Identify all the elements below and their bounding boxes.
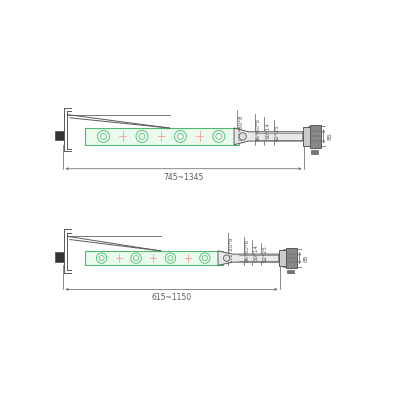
- Text: 85: 85: [327, 133, 332, 140]
- Circle shape: [223, 255, 230, 261]
- Text: 745~1345: 745~1345: [163, 173, 204, 182]
- Circle shape: [97, 253, 107, 263]
- Circle shape: [139, 134, 145, 139]
- Polygon shape: [218, 251, 279, 265]
- Circle shape: [136, 130, 148, 142]
- Text: 85: 85: [303, 254, 309, 262]
- Circle shape: [239, 133, 246, 140]
- Bar: [85, 128, 239, 145]
- Circle shape: [174, 130, 186, 142]
- Circle shape: [131, 253, 141, 263]
- Bar: [286, 248, 297, 268]
- Circle shape: [216, 134, 222, 139]
- Text: 62*25: 62*25: [262, 246, 267, 262]
- Bar: [310, 125, 321, 148]
- Bar: [287, 270, 294, 273]
- Bar: [54, 253, 64, 262]
- Circle shape: [134, 255, 139, 261]
- Text: 96*60*8: 96*60*8: [256, 118, 261, 141]
- Text: 50*14: 50*14: [253, 244, 258, 261]
- Text: 615~1150: 615~1150: [151, 293, 192, 302]
- Polygon shape: [234, 128, 303, 145]
- Circle shape: [168, 255, 173, 261]
- Text: 50*14: 50*14: [265, 122, 270, 139]
- Circle shape: [101, 134, 106, 139]
- Text: 131*80*8: 131*80*8: [228, 236, 233, 262]
- Text: 96*60*8: 96*60*8: [245, 240, 250, 262]
- Bar: [303, 127, 311, 146]
- Circle shape: [213, 130, 225, 142]
- Bar: [54, 131, 64, 140]
- Bar: [311, 150, 318, 154]
- Text: 62*25: 62*25: [275, 124, 280, 141]
- Bar: [85, 251, 223, 265]
- Bar: [279, 250, 287, 266]
- Circle shape: [165, 253, 176, 263]
- Circle shape: [177, 134, 183, 139]
- Circle shape: [202, 255, 208, 261]
- Circle shape: [97, 130, 109, 142]
- Circle shape: [200, 253, 210, 263]
- Text: 131*80*8: 131*80*8: [238, 114, 243, 141]
- Circle shape: [99, 255, 104, 261]
